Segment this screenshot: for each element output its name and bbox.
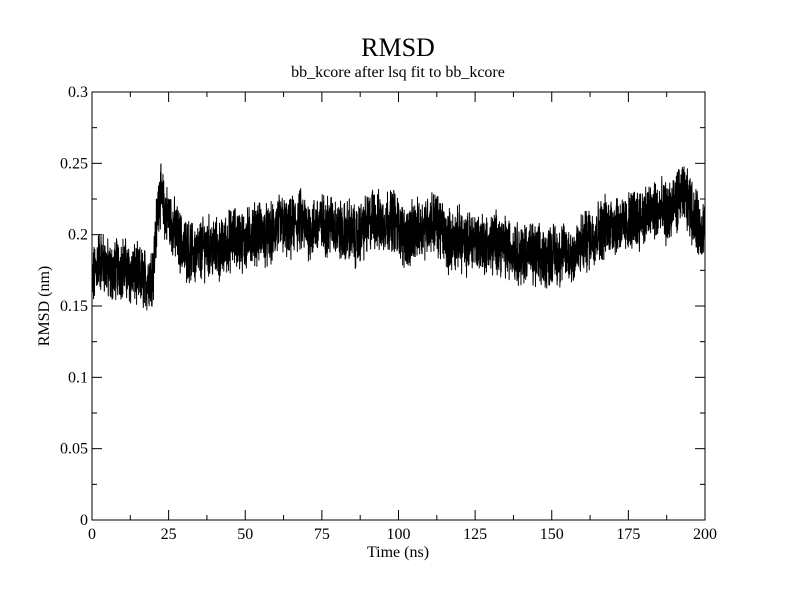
x-tick-label: 200 [693,526,717,543]
chart-subtitle: bb_kcore after lsq fit to bb_kcore [291,64,505,81]
plot-area [92,164,705,310]
x-tick-label: 100 [387,526,411,543]
chart-title: RMSD [361,33,435,62]
y-tick-label: 0.25 [60,155,88,172]
y-tick-label: 0.1 [68,369,88,386]
y-axis: 0 0.05 0.1 0.15 0.2 0.25 0.3 [60,84,705,529]
series-layer [92,164,705,310]
x-axis-label: Time (ns) [367,544,429,561]
y-tick-label: 0 [80,512,88,529]
y-tick-label: 0.3 [68,84,88,101]
y-axis-label: RMSD (nm) [36,266,53,346]
x-tick-label: 125 [463,526,487,543]
x-tick-label: 150 [540,526,564,543]
x-axis: 0 25 50 75 100 125 150 175 200 [88,92,717,543]
x-tick-label: 50 [237,526,253,543]
x-tick-label: 175 [616,526,640,543]
y-tick-label: 0.15 [60,298,88,315]
y-tick-label: 0.2 [68,227,88,244]
x-tick-label: 75 [314,526,330,543]
rmsd-series-line [92,164,705,310]
x-tick-label: 0 [88,526,96,543]
x-tick-label: 25 [161,526,177,543]
plot-frame [92,92,705,520]
y-tick-label: 0.05 [60,441,88,458]
